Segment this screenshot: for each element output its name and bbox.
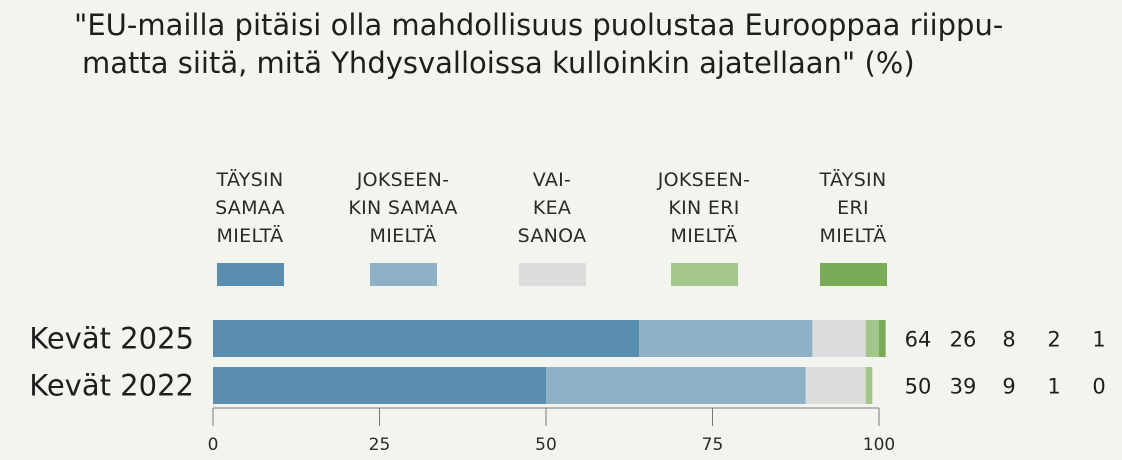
x-tick-label: 0 [208,435,219,455]
legend-label: VAI- KEA SANOA [517,169,587,247]
row-label: Kevät 2025 [29,322,194,356]
legend-swatch [670,263,738,286]
bar-segment [213,320,640,357]
value-label: 2 [1047,328,1060,352]
bar-segment [805,367,866,404]
chart-title: "EU-mailla pitäisi olla mahdollisuus puo… [74,6,1074,82]
legend-swatch [518,263,586,286]
x-tick-label: 25 [369,435,391,455]
legend-item-jokseenkin-eri: JOKSEEN- KIN ERI MIELTÄ [629,166,779,286]
bar-segment [546,367,806,404]
title-line-2: matta siitä, mitä Yhdysvalloissa kulloin… [82,46,915,80]
legend-item-jokseenkin-samaa: JOKSEEN- KIN SAMAA MIELTÄ [328,166,478,286]
bar-segment [865,320,879,357]
legend-item-taysin-eri: TÄYSIN ERI MIELTÄ [778,166,928,286]
value-label: 26 [950,328,977,352]
legend-swatch [819,263,887,286]
title-line-1: "EU-mailla pitäisi olla mahdollisuus puo… [74,8,1004,42]
legend-label: TÄYSIN SAMAA MIELTÄ [215,169,285,247]
x-tick-label: 75 [702,435,724,455]
legend-label: JOKSEEN- KIN SAMAA MIELTÄ [348,169,458,247]
value-label: 64 [905,328,932,352]
bar-segment [812,320,866,357]
value-label: 1 [1092,328,1105,352]
bar-segment [213,367,546,404]
legend-label: TÄYSIN ERI MIELTÄ [819,169,887,247]
value-label: 1 [1047,375,1060,399]
legend-swatch [216,263,284,286]
bar-segment [879,320,886,357]
legend-label: JOKSEEN- KIN ERI MIELTÄ [657,169,751,247]
value-label: 8 [1002,328,1015,352]
value-label: 0 [1092,375,1105,399]
row-label: Kevät 2022 [29,369,194,403]
bar-segment [865,367,873,404]
value-label: 39 [950,375,977,399]
bar-segment [639,320,813,357]
legend-swatch [369,263,437,286]
legend-item-taysin-samaa: TÄYSIN SAMAA MIELTÄ [175,166,325,286]
x-tick-label: 100 [863,435,895,455]
value-label: 50 [905,375,932,399]
value-label: 9 [1002,375,1015,399]
legend-item-vaikea-sanoa: VAI- KEA SANOA [477,166,627,286]
x-tick-label: 50 [535,435,557,455]
